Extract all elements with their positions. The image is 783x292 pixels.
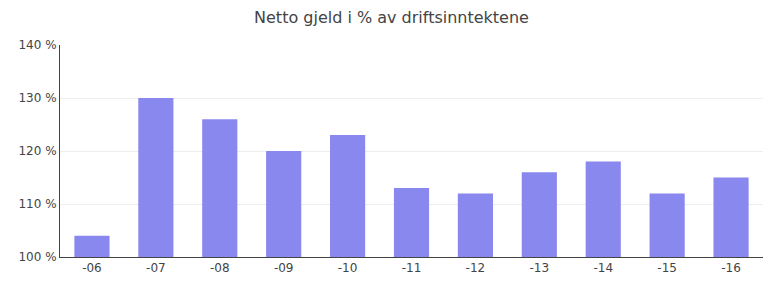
svg-text:-10: -10 bbox=[338, 261, 358, 275]
svg-text:-11: -11 bbox=[402, 261, 422, 275]
svg-text:Netto gjeld i % av driftsinnte: Netto gjeld i % av driftsinntektene bbox=[254, 8, 529, 27]
svg-text:140 %: 140 % bbox=[18, 38, 56, 52]
svg-text:-13: -13 bbox=[530, 261, 550, 275]
svg-text:-14: -14 bbox=[593, 261, 613, 275]
svg-text:120 %: 120 % bbox=[18, 144, 56, 158]
svg-text:-15: -15 bbox=[657, 261, 677, 275]
svg-text:-09: -09 bbox=[274, 261, 294, 275]
svg-text:-08: -08 bbox=[210, 261, 230, 275]
svg-text:100 %: 100 % bbox=[18, 250, 56, 264]
svg-text:-16: -16 bbox=[721, 261, 741, 275]
svg-text:-06: -06 bbox=[82, 261, 102, 275]
svg-text:-12: -12 bbox=[466, 261, 486, 275]
svg-text:110 %: 110 % bbox=[18, 197, 56, 211]
svg-text:130 %: 130 % bbox=[18, 91, 56, 105]
svg-text:-07: -07 bbox=[146, 261, 166, 275]
